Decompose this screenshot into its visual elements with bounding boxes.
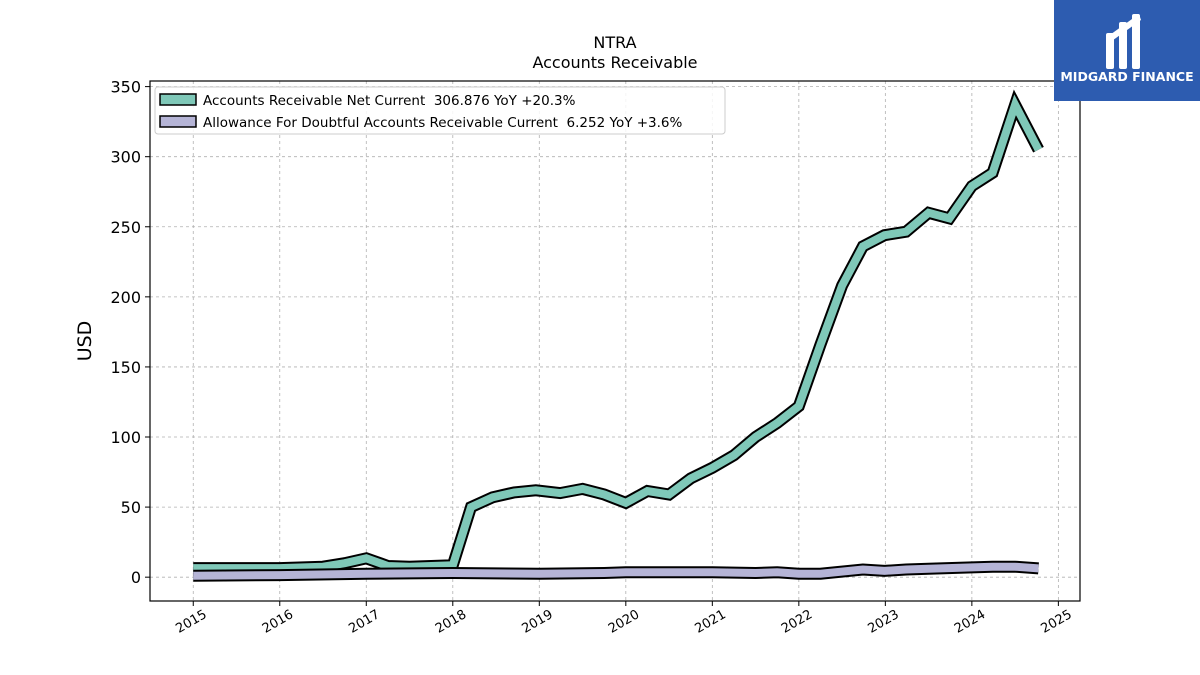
y-tick-label: 150 [110,358,141,377]
series-lines [193,89,1044,582]
legend-swatch-series-2 [159,115,197,128]
series-1-line [193,94,1043,573]
grid [150,81,1080,601]
plot-frame [149,80,1081,602]
series-2-line [193,562,1039,580]
y-tick-label: 100 [110,428,141,447]
midgard-finance-logo: MIDGARD FINANCE [1054,0,1200,101]
y-tick-label: 350 [110,78,141,97]
legend-label-series-1: Accounts Receivable Net Current 306.876 … [203,93,576,109]
chart-title: NTRA [593,33,636,52]
legend-swatch-series-1 [159,93,197,106]
chart-subtitle: Accounts Receivable [532,53,697,72]
y-tick-label: 200 [110,288,141,307]
y-axis: 0 50 100 150 200 250 300 350 [110,78,150,587]
legend: Accounts Receivable Net Current 306.876 … [154,86,726,135]
logo-mark-icon [1106,14,1141,69]
legend-label-series-2: Allowance For Doubtful Accounts Receivab… [203,115,683,131]
y-tick-label: 50 [121,498,141,517]
y-axis-label: USD [74,321,96,362]
y-tick-label: 0 [131,568,141,587]
y-tick-label: 300 [110,148,141,167]
logo-name: MIDGARD FINANCE [1060,69,1193,84]
y-tick-label: 250 [110,218,141,237]
legend-box [154,86,726,135]
